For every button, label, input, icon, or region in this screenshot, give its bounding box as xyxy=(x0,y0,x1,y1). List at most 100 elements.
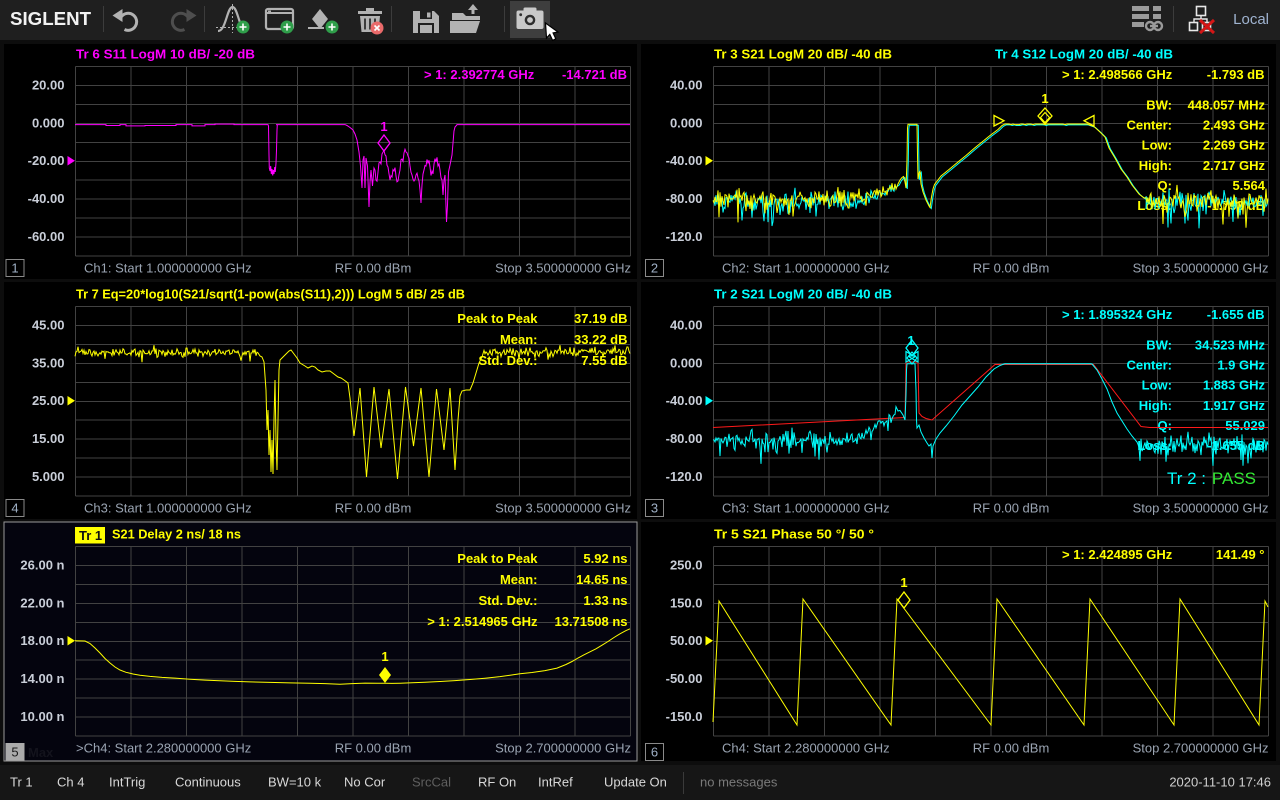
svg-text:Mean:: Mean: xyxy=(500,332,538,347)
svg-text:RF 0.00 dBm: RF 0.00 dBm xyxy=(973,500,1050,515)
svg-text:2.717 GHz: 2.717 GHz xyxy=(1203,158,1266,173)
svg-text:> 1: 1.895324 GHz: > 1: 1.895324 GHz xyxy=(1062,307,1173,322)
svg-text:-80.00: -80.00 xyxy=(666,191,703,206)
svg-text:> 1: 2.514965 GHz: > 1: 2.514965 GHz xyxy=(427,614,538,629)
svg-text:Mean:: Mean: xyxy=(500,572,538,587)
svg-text:BW:: BW: xyxy=(1146,338,1172,353)
svg-text:Tr 3 S21 LogM 20 dB/ -40 dB: Tr 3 S21 LogM 20 dB/ -40 dB xyxy=(714,47,892,62)
svg-text:18.00 n: 18.00 n xyxy=(20,633,64,648)
svg-text:22.00 n: 22.00 n xyxy=(20,595,64,610)
svg-text:4: 4 xyxy=(11,501,18,516)
svg-text:1.9 GHz: 1.9 GHz xyxy=(1217,358,1265,373)
svg-text:-1.793 dB: -1.793 dB xyxy=(1207,67,1265,82)
svg-text:-1.655 dB: -1.655 dB xyxy=(1207,307,1265,322)
svg-text:Q:: Q: xyxy=(1158,418,1172,433)
svg-text:Tr 6 S11 LogM 10 dB/ -20 d: Tr 6 S11 LogM 10 dB/ -20 dB xyxy=(76,47,255,62)
svg-text:45.00: 45.00 xyxy=(32,317,65,332)
svg-text:55.029: 55.029 xyxy=(1225,418,1265,433)
svg-text:Stop 3.500000000 GHz: Stop 3.500000000 GHz xyxy=(495,500,631,515)
svg-text:141.49 °: 141.49 ° xyxy=(1216,547,1265,562)
svg-text:-40.00: -40.00 xyxy=(28,191,65,206)
svg-text:40.00: 40.00 xyxy=(670,317,703,332)
svg-text:Tr 1: Tr 1 xyxy=(79,528,102,543)
svg-text:13.71508 ns: 13.71508 ns xyxy=(554,614,627,629)
svg-text:Std. Dev.:: Std. Dev.: xyxy=(479,593,538,608)
svg-text:250.0: 250.0 xyxy=(670,558,703,573)
svg-text:2.269 GHz: 2.269 GHz xyxy=(1203,138,1266,153)
svg-text:RF 0.00 dBm: RF 0.00 dBm xyxy=(335,260,412,275)
svg-text:BW=10 k: BW=10 k xyxy=(268,775,322,790)
svg-text:IntRef: IntRef xyxy=(538,775,573,790)
svg-text:Stop 2.700000000 GHz: Stop 2.700000000 GHz xyxy=(495,740,631,755)
svg-text:BW:: BW: xyxy=(1146,98,1172,113)
svg-text:Tr 7 Eq=20*log10(S21/sqrt(1-: Tr 7 Eq=20*log10(S21/sqrt(1-pow(abs(S11)… xyxy=(76,287,465,302)
svg-text:IntTrig: IntTrig xyxy=(109,775,145,790)
svg-text:Max: Max xyxy=(28,745,54,760)
svg-text:2020-11-10 17:46: 2020-11-10 17:46 xyxy=(1169,775,1271,790)
svg-text:26.00 n: 26.00 n xyxy=(20,558,64,573)
svg-text:-14.721 dB: -14.721 dB xyxy=(562,67,627,82)
svg-text:-60.00: -60.00 xyxy=(28,229,65,244)
svg-text:Tr 2 :: Tr 2 : xyxy=(1167,469,1206,488)
svg-text:Ch3: Start 1.000000000 GHz: Ch3: Start 1.000000000 GHz xyxy=(84,500,252,515)
svg-text:Stop 3.500000000 GHz: Stop 3.500000000 GHz xyxy=(1133,500,1269,515)
svg-text:25.00: 25.00 xyxy=(32,393,65,408)
svg-text:RF 0.00 dBm: RF 0.00 dBm xyxy=(973,260,1050,275)
svg-text:RF 0.00 dBm: RF 0.00 dBm xyxy=(335,740,412,755)
svg-text:Ch2: Start 1.000000000 GHz: Ch2: Start 1.000000000 GHz xyxy=(722,260,890,275)
svg-text:34.523 MHz: 34.523 MHz xyxy=(1195,338,1266,353)
svg-text:1: 1 xyxy=(1041,91,1048,106)
svg-text:2.493 GHz: 2.493 GHz xyxy=(1203,118,1266,133)
svg-text:RF On: RF On xyxy=(478,775,516,790)
svg-text:1.917 GHz: 1.917 GHz xyxy=(1203,398,1266,413)
svg-text:S21 Delay 2 ns/ 18 ns: S21 Delay 2 ns/ 18 ns xyxy=(112,527,241,542)
svg-text:High:: High: xyxy=(1139,398,1172,413)
svg-text:> 1: 2.424895 GHz: > 1: 2.424895 GHz xyxy=(1062,547,1173,562)
svg-text:6: 6 xyxy=(651,745,658,760)
svg-text:35.00: 35.00 xyxy=(32,355,65,370)
svg-text:Local: Local xyxy=(1233,11,1269,28)
svg-text:5: 5 xyxy=(11,745,18,760)
svg-text:1: 1 xyxy=(380,119,387,134)
svg-text:High:: High: xyxy=(1139,158,1172,173)
svg-text:Update On: Update On xyxy=(604,775,667,790)
svg-text:-150.0: -150.0 xyxy=(666,709,703,724)
svg-text:10.00 n: 10.00 n xyxy=(20,709,64,724)
svg-text:Peak to Peak: Peak to Peak xyxy=(457,551,538,566)
svg-text:SIGLENT: SIGLENT xyxy=(10,9,91,29)
svg-text:Center:: Center: xyxy=(1126,118,1172,133)
svg-text:-40.00: -40.00 xyxy=(666,153,703,168)
svg-text:1.883 GHz: 1.883 GHz xyxy=(1203,378,1266,393)
svg-text:no messages: no messages xyxy=(700,775,778,790)
svg-text:Ch3: Start 1.000000000 GHz: Ch3: Start 1.000000000 GHz xyxy=(722,500,890,515)
svg-text:0.000: 0.000 xyxy=(670,115,703,130)
svg-text:20.00: 20.00 xyxy=(32,78,65,93)
svg-text:Peak to Peak: Peak to Peak xyxy=(457,311,538,326)
svg-text:33.22 dB: 33.22 dB xyxy=(574,332,627,347)
svg-text:RF 0.00 dBm: RF 0.00 dBm xyxy=(335,500,412,515)
svg-text:Std. Dev.:: Std. Dev.: xyxy=(479,353,538,368)
svg-text:Tr 4 S12 LogM 20 dB/ -40 dB: Tr 4 S12 LogM 20 dB/ -40 dB xyxy=(995,47,1173,62)
svg-text:7.55 dB: 7.55 dB xyxy=(581,353,627,368)
svg-text:1.33 ns: 1.33 ns xyxy=(583,593,627,608)
svg-text:Stop 3.500000000 GHz: Stop 3.500000000 GHz xyxy=(1133,260,1269,275)
svg-text:5.000: 5.000 xyxy=(32,469,65,484)
svg-text:15.00: 15.00 xyxy=(32,431,65,446)
svg-text:1: 1 xyxy=(11,261,18,276)
svg-text:-120.0: -120.0 xyxy=(666,469,703,484)
svg-text:> 1: 2.392774 GHz: > 1: 2.392774 GHz xyxy=(424,67,535,82)
svg-text:Ch1: Start 1.000000000 GHz: Ch1: Start 1.000000000 GHz xyxy=(84,260,252,275)
svg-text:-50.00: -50.00 xyxy=(666,671,703,686)
svg-text:50.00: 50.00 xyxy=(670,633,703,648)
svg-text:1: 1 xyxy=(907,333,914,348)
svg-text:-120.0: -120.0 xyxy=(666,229,703,244)
svg-text:5.92 ns: 5.92 ns xyxy=(583,551,627,566)
svg-text:RF 0.00 dBm: RF 0.00 dBm xyxy=(973,740,1050,755)
svg-text:0.000: 0.000 xyxy=(670,355,703,370)
svg-text:Center:: Center: xyxy=(1126,358,1172,373)
svg-text:2: 2 xyxy=(651,261,658,276)
svg-text:14.65 ns: 14.65 ns xyxy=(576,572,627,587)
svg-text:150.0: 150.0 xyxy=(670,595,703,610)
svg-text:Tr 1: Tr 1 xyxy=(10,775,33,790)
svg-text:-20.00: -20.00 xyxy=(28,153,65,168)
